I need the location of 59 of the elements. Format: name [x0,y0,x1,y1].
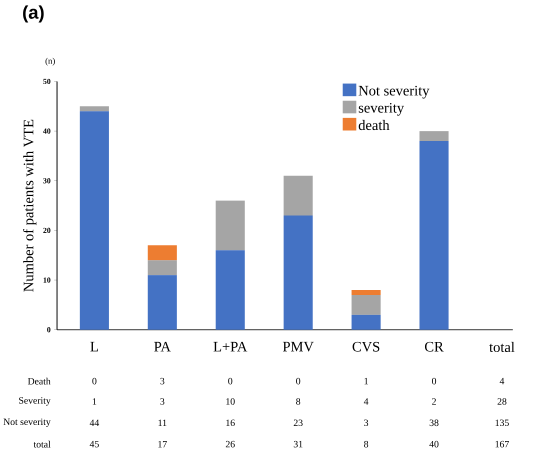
text: Severity [19,397,51,406]
bar [419,141,449,330]
data-label: 3 [364,420,368,426]
x-tick-label: L+PA [214,342,248,352]
data-label: 2 [432,398,436,405]
y-axis-title: Number of patients with VTE [23,120,36,292]
bar [352,314,381,330]
data-label: 44 [90,420,100,426]
bar [148,245,177,260]
x-tick-label: PA [154,342,171,352]
text: 17 [158,441,167,448]
bar [148,275,177,330]
bar [352,295,381,315]
text: 135 [496,420,509,426]
data-label: 0 [228,378,232,384]
bar [148,260,177,276]
bar [284,216,313,330]
data-label: 1 [92,398,96,405]
bar [216,200,245,250]
text: (n) [46,58,55,66]
data-label: 10 [226,398,235,405]
data-label: 16 [226,420,235,426]
text: 40 [429,440,439,448]
text: 8 [364,440,368,448]
bar [284,176,313,216]
bar [352,290,381,296]
text: 4 [500,378,504,384]
data-label: 8 [296,398,300,405]
text: 167 [496,440,509,448]
bar [216,250,245,330]
x-tick-label: PMV [282,342,314,352]
text: Not severity [3,418,51,428]
text: Death [28,378,51,385]
data-label: 0 [296,378,300,384]
data-label: 38 [430,420,439,426]
data-label: 3 [160,378,164,384]
data-label: 11 [158,420,166,426]
legend-label: Not severity [358,86,430,99]
data-label: 0 [92,378,96,384]
x-tick-label: CR [424,342,444,352]
legend-label: severity [358,103,404,116]
text: total [34,440,51,448]
legend-label: death [358,120,390,130]
bar [419,131,449,142]
bar [80,111,109,330]
text: 45 [90,441,99,448]
text: 28 [498,398,506,405]
text: 26 [226,440,235,448]
text: 31 [294,440,302,448]
x-tick-label: total [489,342,515,352]
chart-title: (a) [23,5,44,23]
x-tick-label: CVS [352,342,380,352]
x-tick-label: L [90,342,98,352]
data-label: 23 [294,420,303,426]
data-label: 0 [432,378,436,384]
data-label: 1 [364,378,368,384]
bar [80,106,109,112]
data-label: 4 [364,398,368,405]
data-label: 3 [160,398,164,405]
